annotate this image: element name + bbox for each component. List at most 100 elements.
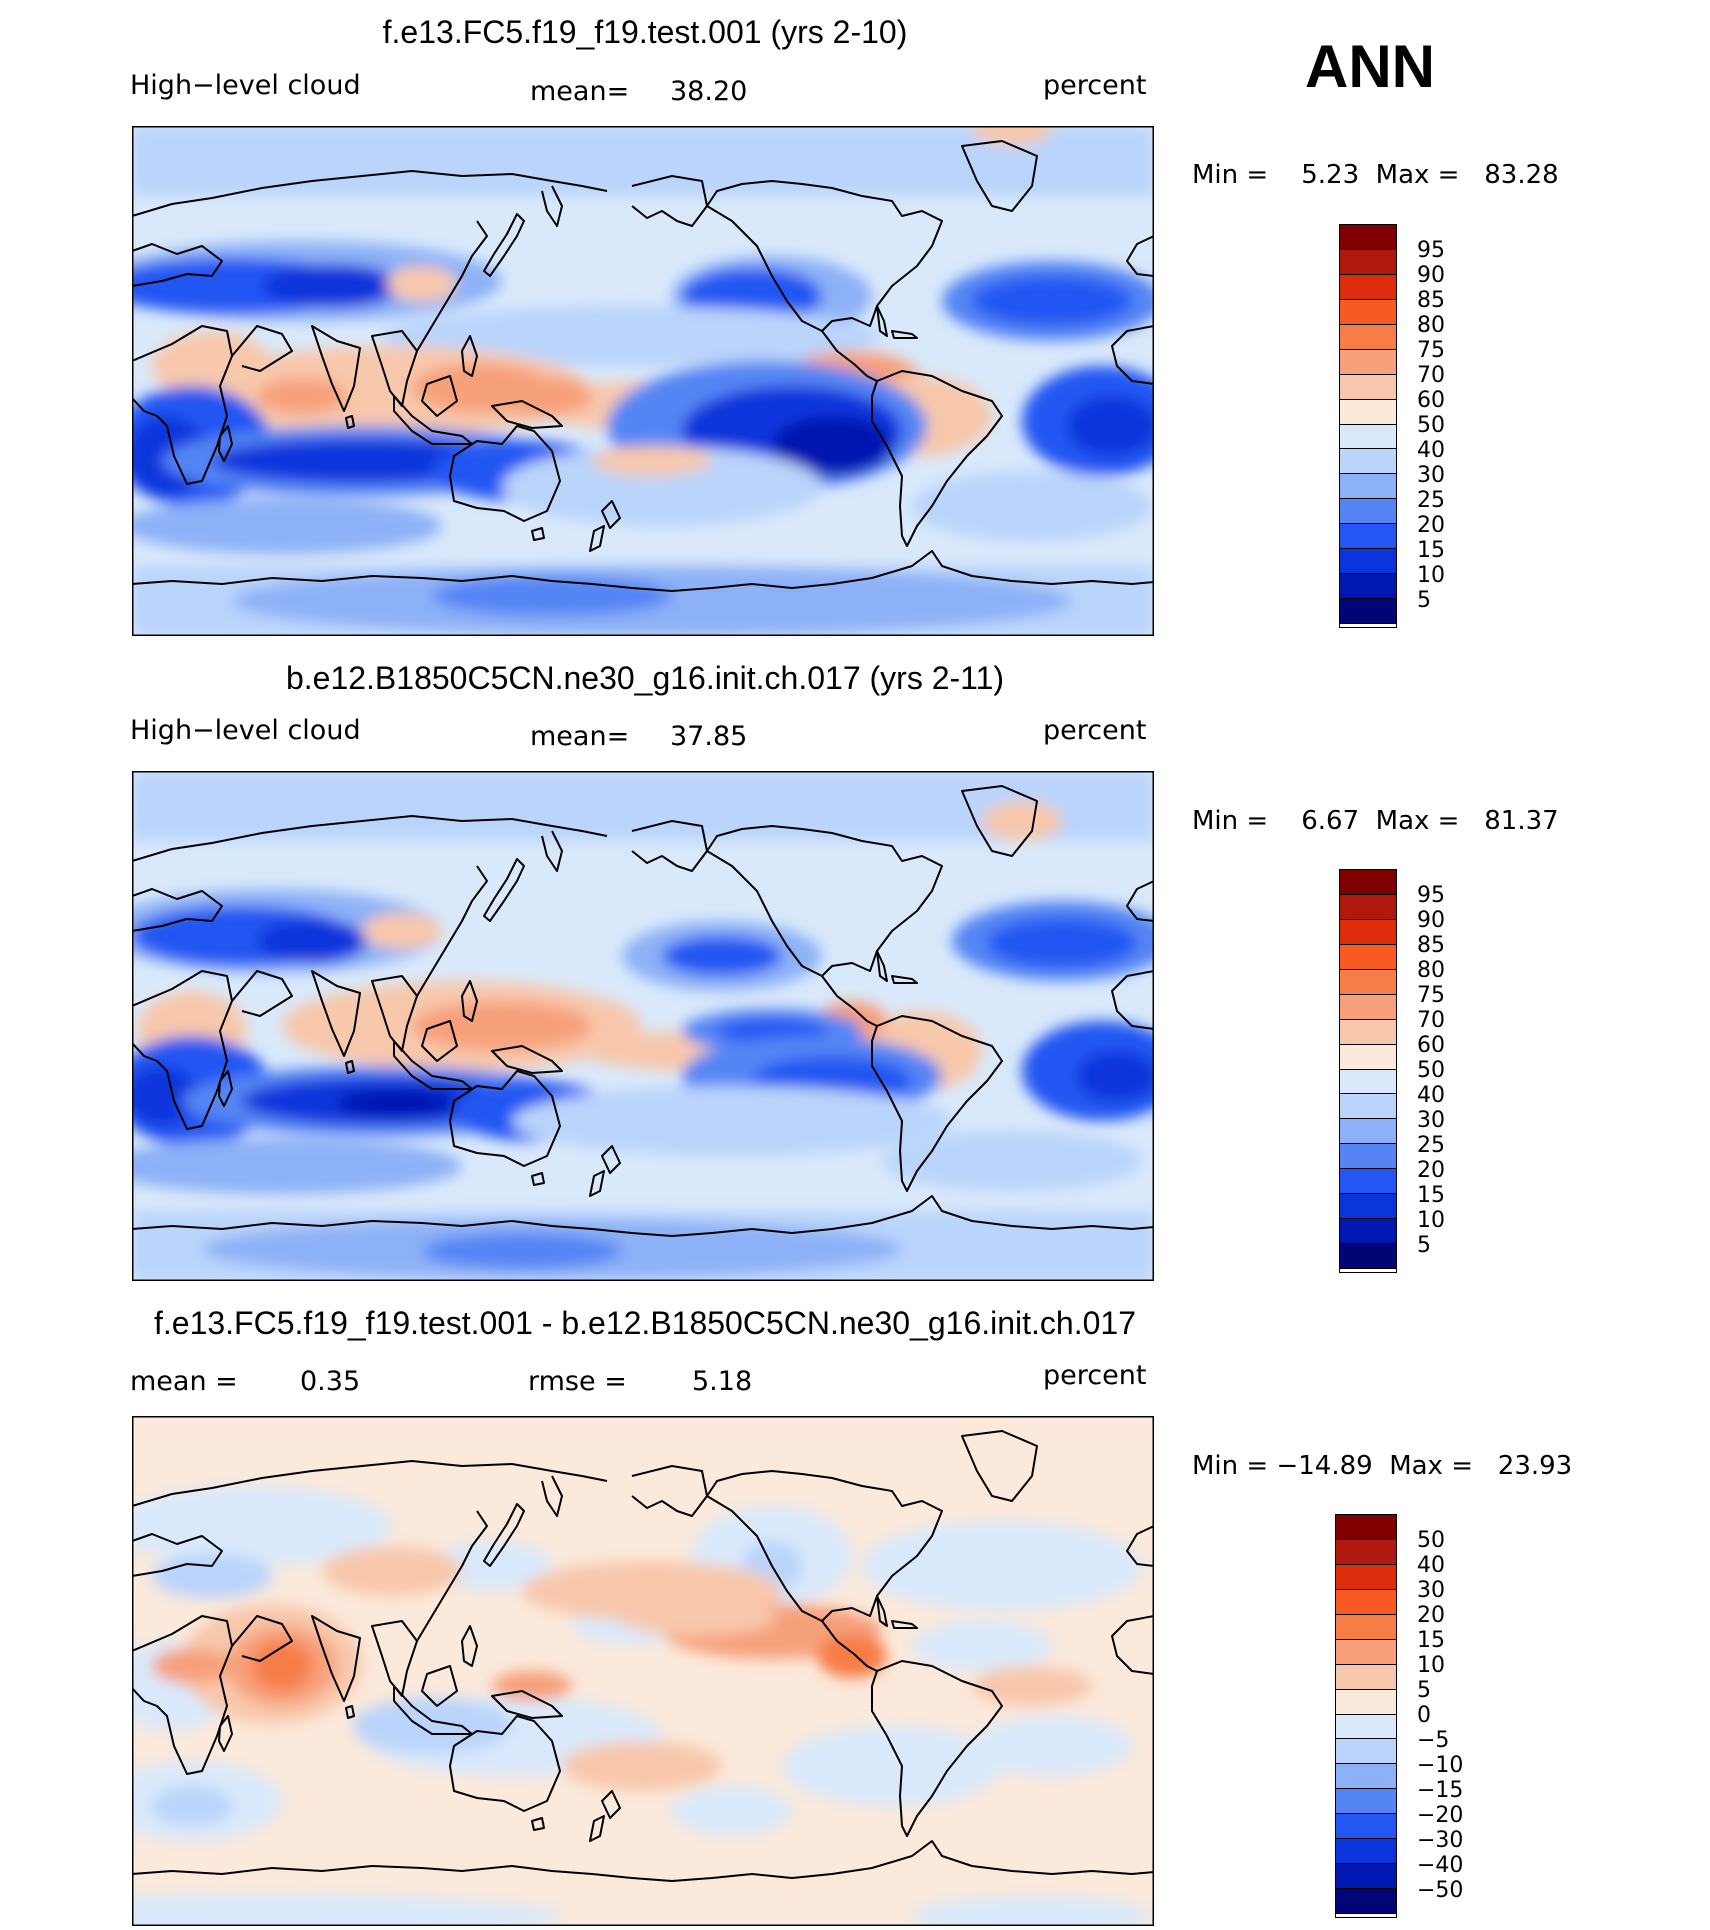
colorbar-swatch bbox=[1336, 1789, 1396, 1815]
panel2-colorbar-label: 20 bbox=[1417, 1158, 1445, 1183]
panel3-colorbar-label: 40 bbox=[1417, 1553, 1445, 1578]
colorbar-swatch bbox=[1336, 1664, 1396, 1690]
colorbar-swatch bbox=[1340, 399, 1396, 425]
panel2-colorbar-label: 80 bbox=[1417, 958, 1445, 983]
colorbar-swatch bbox=[1340, 574, 1396, 600]
colorbar-swatch bbox=[1336, 1539, 1396, 1565]
colorbar-swatch bbox=[1340, 1094, 1396, 1120]
season-label: ANN bbox=[1305, 33, 1435, 100]
panel1-colorbar-label: 90 bbox=[1417, 263, 1445, 288]
panel1-min-max: Min = 5.23 Max = 83.28 bbox=[1192, 160, 1559, 190]
panel2-map bbox=[132, 771, 1154, 1281]
panel1-title: f.e13.FC5.f19_f19.test.001 (yrs 2-10) bbox=[382, 14, 908, 50]
colorbar-swatch bbox=[1340, 969, 1396, 995]
colorbar-swatch bbox=[1336, 1614, 1396, 1640]
panel3-min-max: Min = −14.89 Max = 23.93 bbox=[1192, 1451, 1573, 1481]
colorbar-swatch bbox=[1340, 919, 1396, 945]
panel3-mean-label: mean = bbox=[130, 1366, 238, 1397]
colorbar-swatch bbox=[1340, 549, 1396, 575]
panel1-colorbar-label: 75 bbox=[1417, 338, 1445, 363]
colorbar-swatch bbox=[1336, 1814, 1396, 1840]
colorbar-swatch bbox=[1340, 225, 1396, 250]
panel1-colorbar-label: 25 bbox=[1417, 488, 1445, 513]
panel1-variable: High−level cloud bbox=[130, 70, 361, 101]
panel2-field-regions bbox=[132, 771, 1154, 1281]
panel2-colorbar-label: 10 bbox=[1417, 1208, 1445, 1233]
panel1-map bbox=[132, 126, 1154, 636]
panel3-rmse-label: rmse = bbox=[528, 1366, 627, 1397]
panel3-colorbar-label: 0 bbox=[1417, 1703, 1431, 1728]
panel2-colorbar-label: 85 bbox=[1417, 933, 1445, 958]
panel2-colorbar-label: 30 bbox=[1417, 1108, 1445, 1133]
panel3-colorbar-label: 20 bbox=[1417, 1603, 1445, 1628]
panel3-colorbar-label: −50 bbox=[1417, 1878, 1464, 1903]
panel1-mean-value: 38.20 bbox=[670, 76, 748, 107]
panel2-colorbar-label: 90 bbox=[1417, 908, 1445, 933]
panel3-rmse-value: 5.18 bbox=[692, 1366, 753, 1397]
colorbar-swatch bbox=[1340, 1194, 1396, 1220]
panel1-units: percent bbox=[1043, 70, 1147, 101]
colorbar-swatch bbox=[1340, 1219, 1396, 1245]
colorbar-swatch bbox=[1340, 894, 1396, 920]
panel3-colorbar-label: −40 bbox=[1417, 1853, 1464, 1878]
colorbar-swatch bbox=[1340, 424, 1396, 450]
colorbar-swatch bbox=[1340, 299, 1396, 325]
colorbar-swatch bbox=[1340, 524, 1396, 550]
panel1-colorbar-label: 70 bbox=[1417, 363, 1445, 388]
panel1-colorbar-label: 85 bbox=[1417, 288, 1445, 313]
colorbar-swatch bbox=[1336, 1889, 1396, 1914]
colorbar-swatch bbox=[1336, 1589, 1396, 1615]
panel1-colorbar-label: 60 bbox=[1417, 388, 1445, 413]
colorbar-swatch bbox=[1340, 474, 1396, 500]
panel1-colorbar-swatches bbox=[1339, 224, 1397, 628]
panel2-colorbar-label: 15 bbox=[1417, 1183, 1445, 1208]
colorbar-swatch bbox=[1340, 274, 1396, 300]
colorbar-swatch bbox=[1340, 374, 1396, 400]
panel3-colorbar-label: 10 bbox=[1417, 1653, 1445, 1678]
panel1-field-regions bbox=[132, 126, 1154, 636]
panel3-colorbar-label: −10 bbox=[1417, 1753, 1464, 1778]
panel2-units: percent bbox=[1043, 715, 1147, 746]
panel2-colorbar-label: 40 bbox=[1417, 1083, 1445, 1108]
panel2-colorbar-label: 50 bbox=[1417, 1058, 1445, 1083]
panel3-colorbar-label: 50 bbox=[1417, 1528, 1445, 1553]
panel3-map bbox=[132, 1416, 1154, 1926]
colorbar-swatch bbox=[1340, 1069, 1396, 1095]
colorbar-swatch bbox=[1340, 1019, 1396, 1045]
panel3-units: percent bbox=[1043, 1360, 1147, 1391]
panel1-colorbar-label: 50 bbox=[1417, 413, 1445, 438]
colorbar-swatch bbox=[1340, 499, 1396, 525]
panel1-colorbar-label: 95 bbox=[1417, 238, 1445, 263]
colorbar-swatch bbox=[1336, 1864, 1396, 1890]
panel3-colorbar-label: −30 bbox=[1417, 1828, 1464, 1853]
colorbar-swatch bbox=[1340, 449, 1396, 475]
panel2-variable: High−level cloud bbox=[130, 715, 361, 746]
panel1-colorbar-label: 20 bbox=[1417, 513, 1445, 538]
panel2-min-max: Min = 6.67 Max = 81.37 bbox=[1192, 806, 1559, 836]
panel2-colorbar-label: 95 bbox=[1417, 883, 1445, 908]
colorbar-swatch bbox=[1340, 944, 1396, 970]
panel2-colorbar-swatches bbox=[1339, 869, 1397, 1273]
panel3-colorbar-label: 30 bbox=[1417, 1578, 1445, 1603]
colorbar-swatch bbox=[1340, 1144, 1396, 1170]
panel2-colorbar-label: 60 bbox=[1417, 1033, 1445, 1058]
colorbar-swatch bbox=[1340, 870, 1396, 895]
panel1-mean-label: mean= bbox=[530, 76, 630, 107]
colorbar-swatch bbox=[1340, 599, 1396, 624]
panel1-colorbar-label: 5 bbox=[1417, 588, 1431, 613]
colorbar-swatch bbox=[1340, 1244, 1396, 1269]
colorbar-swatch bbox=[1336, 1639, 1396, 1665]
colorbar-swatch bbox=[1340, 1044, 1396, 1070]
colorbar-swatch bbox=[1336, 1564, 1396, 1590]
colorbar-swatch bbox=[1340, 994, 1396, 1020]
colorbar-swatch bbox=[1336, 1839, 1396, 1865]
panel3-mean-value: 0.35 bbox=[300, 1366, 361, 1397]
colorbar-swatch bbox=[1340, 1169, 1396, 1195]
colorbar-swatch bbox=[1340, 349, 1396, 375]
panel3-colorbar-label: 15 bbox=[1417, 1628, 1445, 1653]
panel1-colorbar-label: 15 bbox=[1417, 538, 1445, 563]
colorbar-swatch bbox=[1340, 324, 1396, 350]
panel2-mean-value: 37.85 bbox=[670, 721, 748, 752]
panel2-title: b.e12.B1850C5CN.ne30_g16.init.ch.017 (yr… bbox=[285, 660, 1005, 696]
